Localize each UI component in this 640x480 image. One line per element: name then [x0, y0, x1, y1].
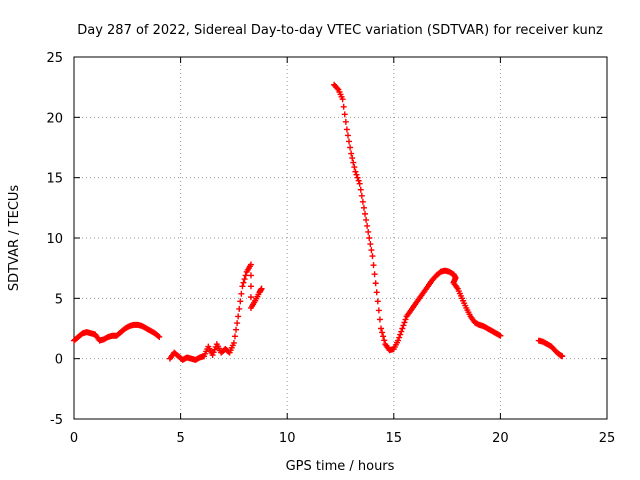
data-point: [341, 111, 348, 118]
data-point: [236, 305, 243, 312]
data-point: [398, 328, 405, 335]
grid-lines: [74, 57, 607, 419]
x-tick-label: 0: [70, 431, 78, 446]
data-point: [497, 332, 504, 339]
data-point: [155, 333, 162, 340]
data-point: [359, 198, 366, 205]
data-point: [237, 298, 244, 305]
axis-ticks: 0 5 10 15 20 25 -5 0 5 10 15 20 25: [46, 51, 615, 446]
data-points: [71, 81, 566, 363]
data-point: [347, 144, 354, 151]
data-point: [349, 155, 356, 162]
series-segment-2: [166, 261, 265, 363]
data-point: [247, 283, 254, 290]
data-point: [363, 216, 370, 223]
x-tick-label: 10: [279, 431, 296, 446]
x-tick-label: 15: [386, 431, 403, 446]
y-tick-label: 10: [46, 232, 63, 247]
y-tick-label: -5: [50, 413, 63, 428]
data-point: [240, 279, 247, 286]
data-point: [373, 289, 380, 296]
data-point: [396, 334, 403, 341]
data-point: [380, 333, 387, 340]
series-segment-4: [535, 337, 566, 360]
plot-frame: [73, 56, 608, 420]
data-point: [374, 298, 381, 305]
data-point: [233, 326, 240, 333]
data-point: [397, 331, 404, 338]
data-point: [239, 283, 246, 290]
data-point: [247, 272, 254, 279]
data-point: [370, 262, 377, 269]
data-point: [356, 180, 363, 187]
data-point: [342, 118, 349, 125]
data-point: [230, 339, 237, 346]
data-point: [238, 290, 245, 297]
data-point: [399, 325, 406, 332]
data-point: [258, 285, 265, 292]
data-point: [334, 85, 341, 92]
data-point: [211, 346, 218, 353]
data-point: [241, 276, 248, 283]
data-point: [362, 210, 369, 217]
x-tick-label: 5: [176, 431, 184, 446]
data-point: [372, 280, 379, 287]
data-point: [353, 171, 360, 178]
y-tick-label: 15: [46, 172, 63, 187]
data-point: [231, 333, 238, 340]
data-point: [401, 319, 408, 326]
y-axis-label: SDTVAR / TECUs: [7, 185, 22, 292]
y-tick-label: 5: [55, 292, 63, 307]
data-point: [354, 174, 361, 181]
data-point: [355, 177, 362, 184]
data-point: [242, 272, 249, 279]
data-point: [247, 294, 254, 301]
y-tick-label: 20: [46, 111, 63, 126]
x-tick-label: 25: [599, 431, 616, 446]
data-point: [376, 316, 383, 323]
series-segment-1: [71, 321, 163, 344]
data-point: [235, 313, 242, 320]
data-point: [339, 96, 346, 103]
data-point: [346, 138, 353, 145]
data-point: [371, 271, 378, 278]
data-point: [395, 337, 402, 344]
data-point: [357, 186, 364, 193]
data-point: [381, 337, 388, 344]
data-point: [350, 159, 357, 166]
data-point: [348, 150, 355, 157]
x-axis-label: GPS time / hours: [286, 459, 395, 474]
data-point: [378, 325, 385, 332]
data-point: [368, 247, 375, 254]
data-point: [402, 316, 409, 323]
x-tick-label: 20: [492, 431, 509, 446]
data-point: [360, 204, 367, 211]
data-point: [400, 322, 407, 329]
data-point: [559, 353, 566, 360]
data-point: [365, 228, 372, 235]
data-point: [375, 307, 382, 314]
data-point: [367, 241, 374, 248]
y-tick-label: 0: [55, 353, 63, 368]
chart-title: Day 287 of 2022, Sidereal Day-to-day VTE…: [77, 23, 603, 38]
data-point: [366, 235, 373, 241]
series-segment-3: [331, 81, 504, 354]
data-point: [340, 103, 347, 110]
data-point: [234, 320, 241, 327]
data-point: [358, 192, 365, 199]
data-point: [352, 168, 359, 175]
data-point: [364, 222, 371, 229]
data-point: [379, 329, 386, 336]
data-point: [351, 164, 358, 171]
data-point: [247, 261, 254, 268]
data-point: [156, 333, 163, 340]
data-point: [369, 253, 376, 260]
data-point: [210, 349, 217, 356]
data-point: [343, 126, 350, 133]
data-point: [209, 352, 216, 359]
data-point: [344, 132, 351, 139]
y-tick-label: 25: [46, 51, 63, 66]
